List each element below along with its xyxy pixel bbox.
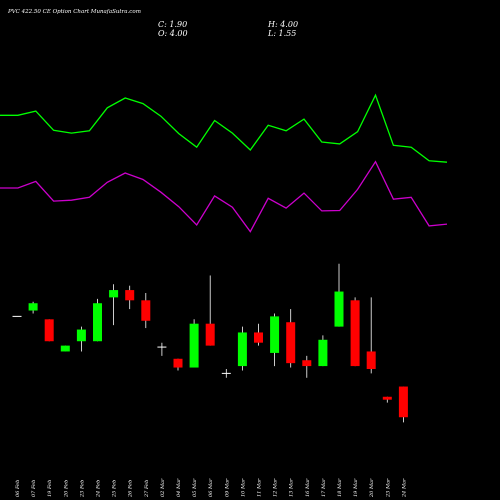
x-tick-label: 23 Feb xyxy=(79,480,85,498)
candle-body xyxy=(173,358,183,368)
candle-body xyxy=(76,329,86,342)
candle-body xyxy=(286,322,296,364)
candle-body xyxy=(270,316,280,353)
x-tick-label: 27 Feb xyxy=(144,480,150,498)
candle-body xyxy=(366,351,376,369)
lower-indicator-line xyxy=(0,160,448,233)
candle-body xyxy=(44,319,54,342)
x-tick-label: 04 Mar xyxy=(176,478,182,497)
x-tick-label: 10 Mar xyxy=(240,478,246,497)
candle-body xyxy=(302,360,312,367)
candle-body xyxy=(60,345,70,352)
candle-body xyxy=(382,396,392,400)
candle-body xyxy=(398,386,408,418)
candle-body xyxy=(125,290,135,301)
x-tick-label: 23 Mar xyxy=(385,478,391,498)
x-axis-ticks: 06 Feb 07 Feb 19 Feb 20 Feb 23 Feb 24 Feb 25 F… xyxy=(15,478,407,498)
candle-body xyxy=(237,332,247,367)
candle-body xyxy=(205,323,215,346)
x-tick-label: 24 Feb xyxy=(96,480,102,498)
candle-body xyxy=(28,303,38,311)
x-tick-label: 24 Mar xyxy=(401,478,407,498)
x-tick-label: 25 Feb xyxy=(112,480,118,498)
candles-group xyxy=(12,263,408,423)
candle-body xyxy=(189,323,199,368)
low-value: L: 1.55 xyxy=(267,29,296,38)
candle-body xyxy=(93,303,102,342)
candle-body xyxy=(157,346,167,348)
x-tick-label: 07 Feb xyxy=(31,480,37,497)
x-tick-label: 18 Mar xyxy=(337,478,343,497)
x-tick-label: 19 Mar xyxy=(353,478,359,497)
candle-body xyxy=(334,291,344,327)
candle-body xyxy=(109,290,119,298)
x-tick-label: 09 Mar xyxy=(224,478,230,497)
x-tick-label: 12 Mar xyxy=(273,478,279,497)
x-tick-label: 06 Feb xyxy=(15,480,21,497)
x-tick-label: 20 Feb xyxy=(63,480,69,498)
x-tick-label: 16 Mar xyxy=(305,478,311,497)
x-tick-label: 13 Mar xyxy=(289,478,295,497)
candle-body xyxy=(141,300,151,321)
open-value: O: 4.00 xyxy=(158,29,188,38)
candle-body xyxy=(350,300,360,367)
candle-body xyxy=(254,332,263,343)
x-tick-label: 19 Feb xyxy=(47,480,53,497)
x-tick-label: 02 Mar xyxy=(160,478,166,497)
x-tick-label: 06 Mar xyxy=(208,478,214,497)
x-tick-label: 11 Mar xyxy=(257,478,263,497)
candle-body xyxy=(221,372,231,374)
x-tick-label: 26 Feb xyxy=(128,480,134,498)
x-tick-label: 05 Mar xyxy=(192,478,198,497)
high-value: H: 4.00 xyxy=(267,20,298,29)
upper-indicator-line xyxy=(0,93,448,163)
candle-body xyxy=(318,339,328,367)
x-tick-label: 20 Mar xyxy=(369,478,375,498)
candle-body xyxy=(12,315,22,317)
x-tick-label: 17 Mar xyxy=(321,478,327,497)
close-value: C: 1.90 xyxy=(158,20,187,29)
chart-title: PVC 422.50 CE Option Chart MunafaSutra.c… xyxy=(7,9,141,15)
